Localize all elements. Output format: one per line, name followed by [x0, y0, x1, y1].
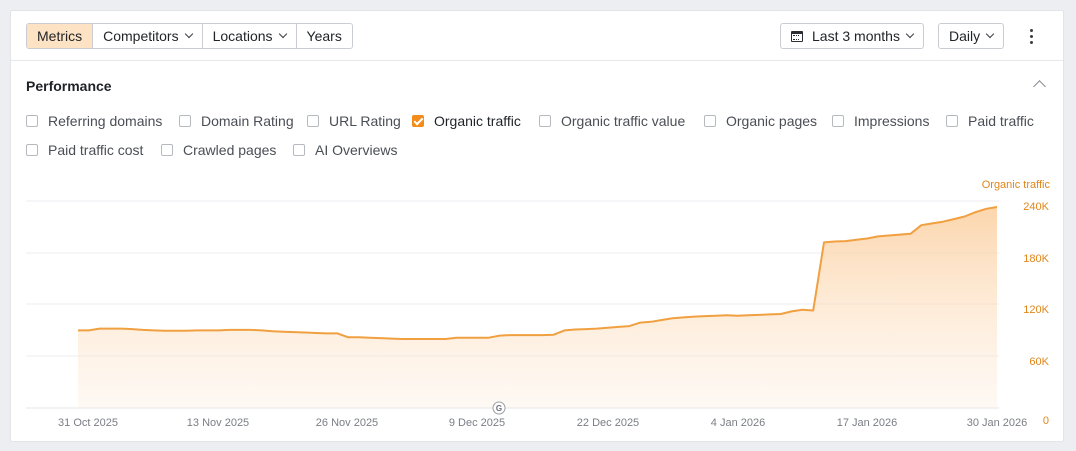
- x-tick-label: 22 Dec 2025: [577, 417, 639, 429]
- x-tick-label: 30 Jan 2026: [967, 417, 1028, 429]
- date-range-dropdown[interactable]: Last 3 months: [780, 23, 924, 49]
- segment-competitors[interactable]: Competitors: [93, 24, 203, 48]
- google-update-marker[interactable]: [492, 401, 506, 415]
- checkbox-checked[interactable]: [412, 115, 424, 127]
- segment-metrics[interactable]: Metrics: [27, 24, 94, 48]
- segment-locations-label: Locations: [212, 28, 273, 44]
- metric-impressions[interactable]: Impressions: [832, 113, 929, 129]
- metric-label: Referring domains: [48, 113, 163, 129]
- segment-competitors-label: Competitors: [103, 28, 179, 44]
- metric-label: Domain Rating: [201, 113, 294, 129]
- metric-paid-traffic[interactable]: Paid traffic: [946, 113, 1034, 129]
- google-update-label: G: [496, 404, 502, 413]
- x-tick-label: 26 Nov 2025: [316, 417, 378, 429]
- x-tick-label: 13 Nov 2025: [187, 417, 249, 429]
- metric-label: Crawled pages: [183, 142, 277, 158]
- metric-label: URL Rating: [329, 113, 401, 129]
- metric-label: Paid traffic cost: [48, 142, 144, 158]
- granularity-label: Daily: [949, 28, 981, 44]
- x-tick-label: 9 Dec 2025: [449, 417, 505, 429]
- metric-organic-traffic[interactable]: Organic traffic: [412, 113, 521, 129]
- y-tick-label: 180K: [1023, 253, 1049, 265]
- metric-label: Impressions: [854, 113, 930, 129]
- date-range-label: Last 3 months: [812, 28, 900, 44]
- series-area-organic-traffic: [78, 207, 997, 408]
- checkbox[interactable]: [26, 115, 38, 127]
- segment-metrics-label: Metrics: [37, 28, 83, 44]
- metric-label: Paid traffic: [968, 113, 1034, 129]
- section-title: Performance: [26, 78, 112, 94]
- toolbar: Metrics Competitors Locations Years Last…: [11, 11, 1063, 61]
- checkbox[interactable]: [946, 115, 958, 127]
- metric-label: Organic traffic value: [561, 113, 686, 129]
- calendar-icon: [791, 30, 803, 42]
- checkbox[interactable]: [161, 144, 173, 156]
- granularity-dropdown[interactable]: Daily: [938, 23, 1005, 49]
- metric-label: AI Overviews: [315, 142, 398, 158]
- metric-organic-pages[interactable]: Organic pages: [704, 113, 817, 129]
- x-tick-label: 31 Oct 2025: [58, 417, 118, 429]
- metric-url-rating[interactable]: URL Rating: [307, 113, 401, 129]
- metric-label: Organic traffic: [434, 113, 521, 129]
- metric-crawled-pages[interactable]: Crawled pages: [161, 142, 276, 158]
- metric-paid-traffic-cost[interactable]: Paid traffic cost: [26, 142, 143, 158]
- segment-years-label: Years: [306, 28, 342, 44]
- view-segmented-control: Metrics Competitors Locations Years: [26, 23, 353, 49]
- metric-label: Organic pages: [726, 113, 818, 129]
- metric-referring-domains[interactable]: Referring domains: [26, 113, 162, 129]
- checkbox[interactable]: [832, 115, 844, 127]
- y-axis-series-label: Organic traffic: [982, 179, 1051, 191]
- y-tick-label: 240K: [1023, 201, 1049, 213]
- y-tick-label: 120K: [1023, 304, 1049, 316]
- checkbox[interactable]: [293, 144, 305, 156]
- y-tick-label: 0: [1043, 415, 1049, 427]
- x-tick-label: 4 Jan 2026: [711, 417, 765, 429]
- checkbox[interactable]: [539, 115, 551, 127]
- checkbox[interactable]: [307, 115, 319, 127]
- checkbox[interactable]: [704, 115, 716, 127]
- organic-traffic-chart: 0 60K 120K 180K 240K 31 Oct 2025 13 Nov 2025 26…: [26, 179, 1051, 429]
- kebab-icon[interactable]: [1021, 26, 1041, 46]
- segment-years[interactable]: Years: [296, 24, 352, 48]
- checkbox[interactable]: [179, 115, 191, 127]
- x-tick-label: 17 Jan 2026: [837, 417, 898, 429]
- metric-ai-overviews[interactable]: AI Overviews: [293, 142, 397, 158]
- series-line-organic-traffic[interactable]: [78, 206, 998, 340]
- checkbox[interactable]: [26, 144, 38, 156]
- segment-locations[interactable]: Locations: [202, 24, 297, 48]
- metric-domain-rating[interactable]: Domain Rating: [179, 113, 294, 129]
- y-tick-label: 60K: [1029, 356, 1049, 368]
- metric-organic-traffic-value[interactable]: Organic traffic value: [539, 113, 685, 129]
- performance-card: Metrics Competitors Locations Years Last…: [10, 10, 1064, 442]
